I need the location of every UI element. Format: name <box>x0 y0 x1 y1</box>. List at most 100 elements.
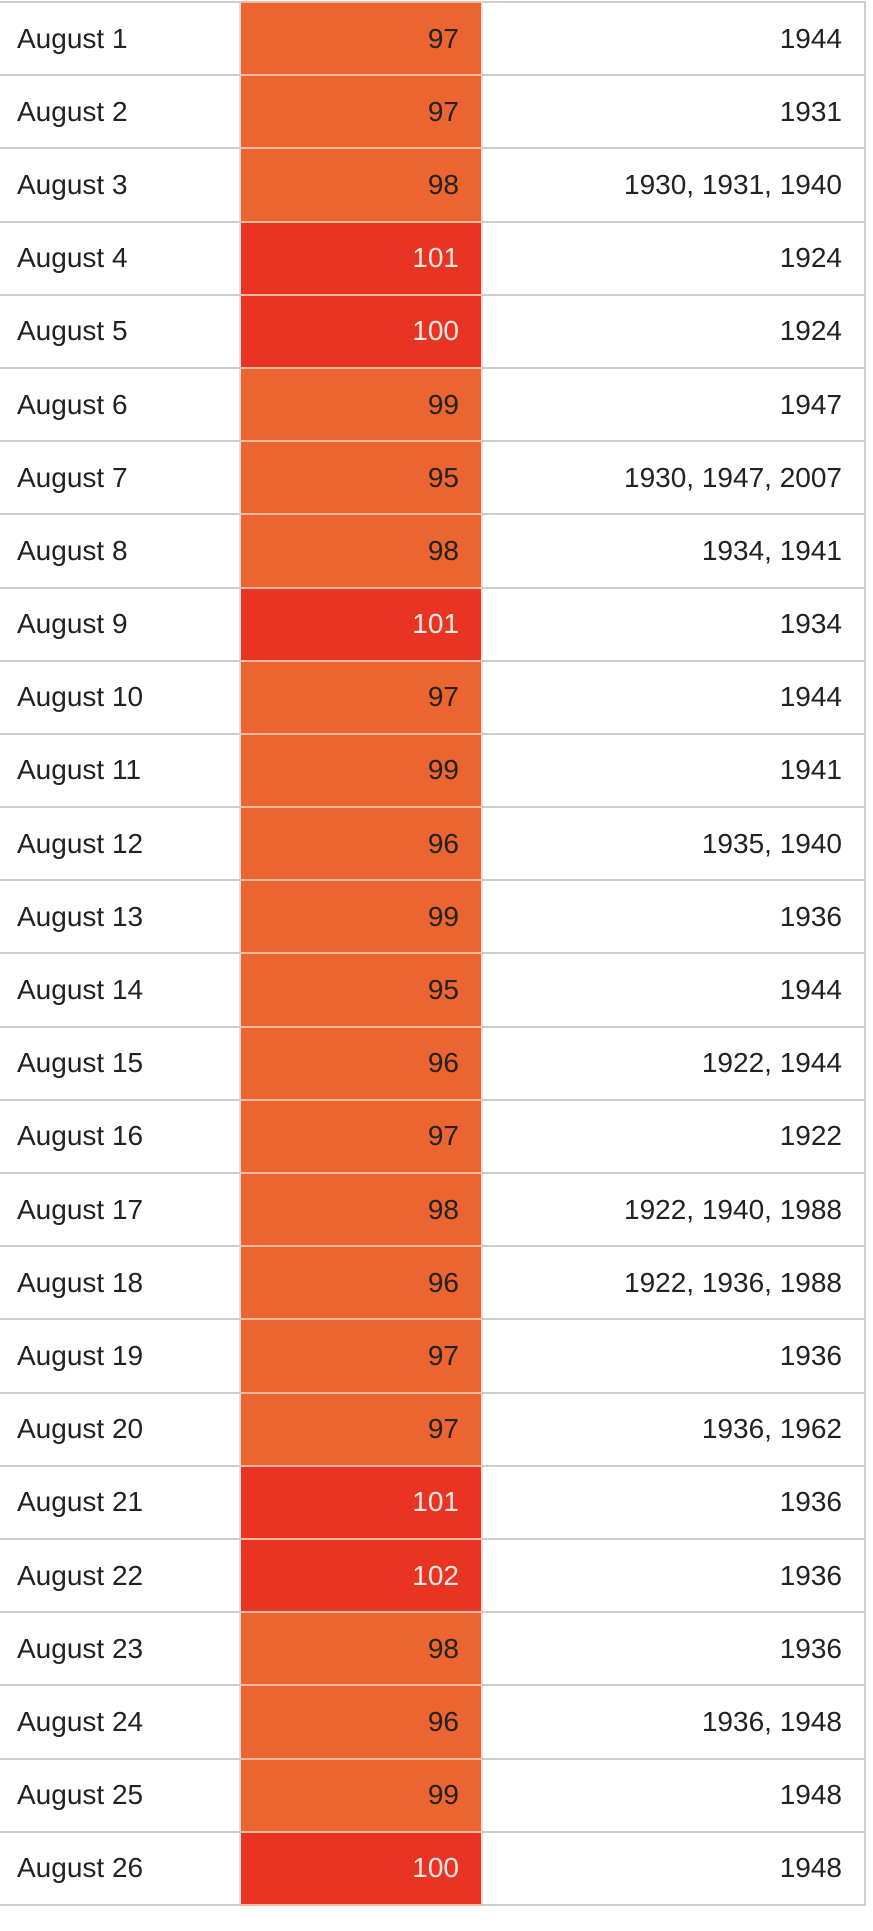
date-cell: August 4 <box>0 220 240 296</box>
date-cell: August 20 <box>0 1391 240 1467</box>
date-cell: August 9 <box>0 586 240 662</box>
record-years-cell: 1941 <box>482 732 866 809</box>
table-row: August 24 96 1936, 1948 <box>0 1684 866 1760</box>
record-years-cell: 1922 <box>482 1098 866 1175</box>
date-cell: August 11 <box>0 732 240 809</box>
table-row: August 22 102 1936 <box>0 1537 866 1614</box>
table-row: August 14 95 1944 <box>0 952 866 1028</box>
record-years-cell: 1936 <box>482 1611 866 1687</box>
table-row: August 11 99 1941 <box>0 732 866 809</box>
record-years-cell: 1930, 1931, 1940 <box>482 147 866 223</box>
record-years-cell: 1922, 1940, 1988 <box>482 1171 866 1248</box>
table-row: August 3 98 1930, 1931, 1940 <box>0 147 866 223</box>
date-cell: August 24 <box>0 1684 240 1760</box>
temperature-cell: 96 <box>239 1025 483 1101</box>
date-cell: August 8 <box>0 513 240 589</box>
table-row: August 16 97 1922 <box>0 1098 866 1175</box>
date-cell: August 19 <box>0 1318 240 1394</box>
record-years-cell: 1924 <box>482 220 866 296</box>
record-years-cell: 1931 <box>482 74 866 150</box>
table-row: August 18 96 1922, 1936, 1988 <box>0 1245 866 1321</box>
table-row: August 17 98 1922, 1940, 1988 <box>0 1171 866 1248</box>
table-row: August 23 98 1936 <box>0 1611 866 1687</box>
date-cell: August 6 <box>0 366 240 443</box>
record-years-cell: 1934, 1941 <box>482 513 866 589</box>
table-row: August 7 95 1930, 1947, 2007 <box>0 440 866 516</box>
table-row: August 26 100 1948 <box>0 1830 866 1906</box>
record-years-cell: 1944 <box>482 952 866 1028</box>
temperature-cell: 97 <box>239 1098 483 1175</box>
table-row: August 2 97 1931 <box>0 74 866 150</box>
record-years-cell: 1936, 1948 <box>482 1684 866 1760</box>
date-cell: August 21 <box>0 1464 240 1540</box>
date-cell: August 25 <box>0 1757 240 1833</box>
record-years-cell: 1922, 1936, 1988 <box>482 1245 866 1321</box>
temperature-cell: 97 <box>239 659 483 735</box>
temperature-cell: 98 <box>239 147 483 223</box>
date-cell: August 13 <box>0 879 240 955</box>
table-body: August 1 97 1944 August 2 97 1931 August 3 98 19… <box>0 0 866 1906</box>
record-years-cell: 1936, 1962 <box>482 1391 866 1467</box>
record-years-cell: 1924 <box>482 293 866 369</box>
date-cell: August 14 <box>0 952 240 1028</box>
date-cell: August 17 <box>0 1171 240 1248</box>
date-cell: August 23 <box>0 1611 240 1687</box>
table-row: August 4 101 1924 <box>0 220 866 296</box>
table-row: August 1 97 1944 <box>0 0 866 77</box>
table-row: August 19 97 1936 <box>0 1318 866 1394</box>
temperature-cell: 98 <box>239 1171 483 1248</box>
date-cell: August 10 <box>0 659 240 735</box>
temperature-cell: 95 <box>239 440 483 516</box>
record-years-cell: 1936 <box>482 1318 866 1394</box>
table-row: August 13 99 1936 <box>0 879 866 955</box>
temperature-cell: 102 <box>239 1537 483 1614</box>
date-cell: August 7 <box>0 440 240 516</box>
record-years-cell: 1922, 1944 <box>482 1025 866 1101</box>
table-row: August 12 96 1935, 1940 <box>0 806 866 882</box>
temperature-cell: 98 <box>239 1611 483 1687</box>
record-years-cell: 1930, 1947, 2007 <box>482 440 866 516</box>
table-row: August 25 99 1948 <box>0 1757 866 1833</box>
temperature-cell: 96 <box>239 1245 483 1321</box>
record-years-cell: 1944 <box>482 659 866 735</box>
record-years-cell: 1944 <box>482 0 866 77</box>
temperature-cell: 98 <box>239 513 483 589</box>
date-cell: August 5 <box>0 293 240 369</box>
temperature-cell: 100 <box>239 1830 483 1906</box>
date-cell: August 12 <box>0 806 240 882</box>
date-cell: August 18 <box>0 1245 240 1321</box>
temperature-cell: 101 <box>239 1464 483 1540</box>
temperature-cell: 99 <box>239 1757 483 1833</box>
table-row: August 5 100 1924 <box>0 293 866 369</box>
temperature-cell: 97 <box>239 0 483 77</box>
temperature-cell: 99 <box>239 879 483 955</box>
record-temperatures-table: August 1 97 1944 August 2 97 1931 August 3 98 19… <box>0 0 866 1906</box>
table-row: August 15 96 1922, 1944 <box>0 1025 866 1101</box>
record-years-cell: 1936 <box>482 879 866 955</box>
date-cell: August 16 <box>0 1098 240 1175</box>
table-row: August 8 98 1934, 1941 <box>0 513 866 589</box>
record-years-cell: 1936 <box>482 1464 866 1540</box>
temperature-cell: 101 <box>239 586 483 662</box>
temperature-cell: 96 <box>239 1684 483 1760</box>
table-row: August 21 101 1936 <box>0 1464 866 1540</box>
date-cell: August 3 <box>0 147 240 223</box>
record-years-cell: 1934 <box>482 586 866 662</box>
record-years-cell: 1948 <box>482 1757 866 1833</box>
temperature-cell: 99 <box>239 366 483 443</box>
table-row: August 9 101 1934 <box>0 586 866 662</box>
temperature-cell: 99 <box>239 732 483 809</box>
table-row: August 10 97 1944 <box>0 659 866 735</box>
temperature-cell: 97 <box>239 1318 483 1394</box>
temperature-cell: 101 <box>239 220 483 296</box>
date-cell: August 2 <box>0 74 240 150</box>
record-years-cell: 1936 <box>482 1537 866 1614</box>
date-cell: August 22 <box>0 1537 240 1614</box>
temperature-cell: 97 <box>239 74 483 150</box>
record-years-cell: 1935, 1940 <box>482 806 866 882</box>
temperature-cell: 95 <box>239 952 483 1028</box>
temperature-cell: 96 <box>239 806 483 882</box>
record-years-cell: 1947 <box>482 366 866 443</box>
date-cell: August 1 <box>0 0 240 77</box>
table-row: August 6 99 1947 <box>0 366 866 443</box>
